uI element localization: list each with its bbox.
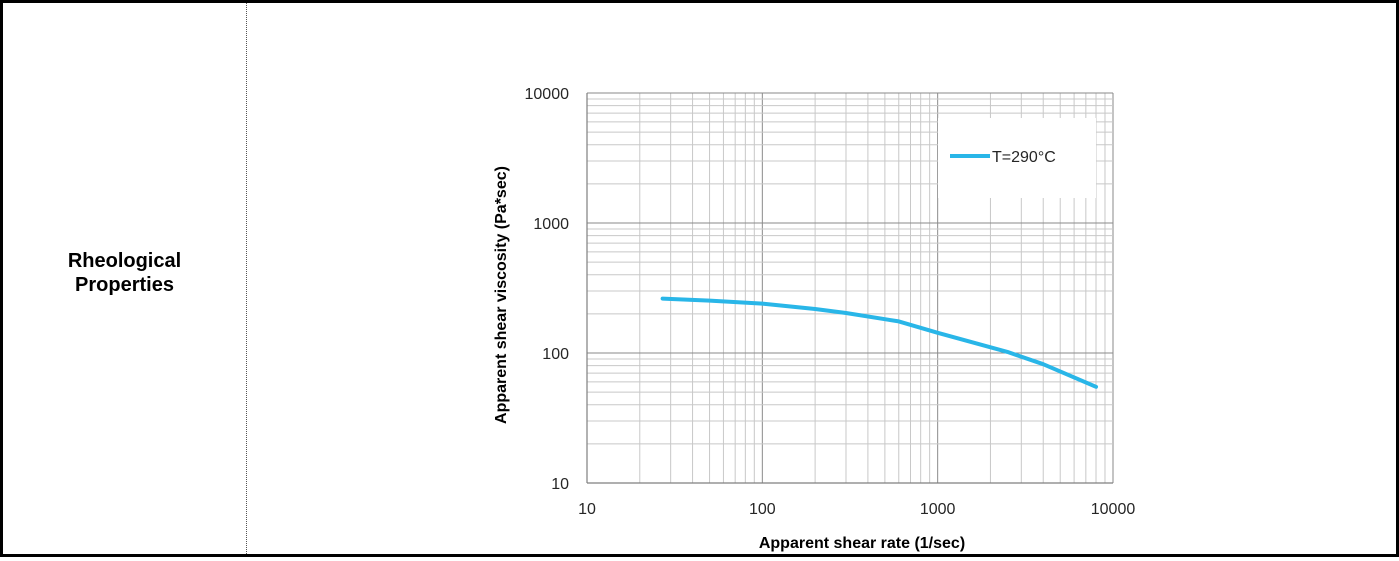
grid (586, 92, 1114, 484)
axes (586, 93, 1113, 484)
y-tick-label: 10000 (525, 86, 570, 103)
y-tick-label: 1000 (533, 216, 569, 233)
y-tick-label: 10 (551, 476, 569, 493)
legend: T=290°C (938, 118, 1096, 198)
legend-label: T=290°C (992, 149, 1056, 166)
property-label: Rheological Properties (67, 249, 182, 296)
y-tick-label: 100 (542, 346, 569, 363)
x-tick-label: 10 (578, 501, 596, 518)
tick-labels: 10 100 1000 10000 10 100 1000 10000 (525, 86, 1136, 518)
x-axis-label: Apparent shear rate (1/sec) (759, 535, 965, 552)
chart-svg: 10 100 1000 10000 10 100 1000 10000 T=290°C App… (493, 86, 1136, 552)
x-tick-label: 10000 (1091, 501, 1136, 518)
property-label-cell: Rheological Properties (3, 3, 247, 554)
x-tick-label: 100 (749, 501, 776, 518)
series-line (660, 296, 1098, 389)
x-tick-label: 1000 (920, 501, 956, 518)
viscosity-chart: 10 100 1000 10000 10 100 1000 10000 T=290°C App… (483, 78, 1143, 556)
y-axis-label: Apparent shear viscosity (Pa*sec) (493, 166, 510, 424)
series-layer (660, 296, 1098, 389)
